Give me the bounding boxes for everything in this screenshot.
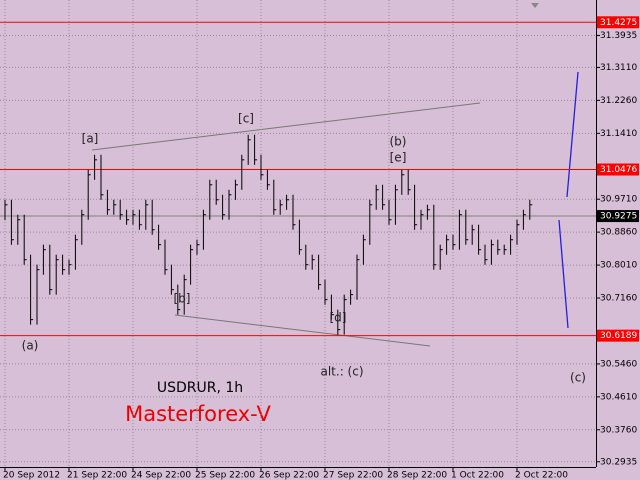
- level-line-label: 31.0476: [600, 165, 637, 175]
- x-tick-label: 25 Sep 22:00: [195, 471, 255, 480]
- y-tick-label: 30.2935: [600, 457, 637, 467]
- y-tick-label: 30.3760: [600, 425, 637, 435]
- trend-line: [91, 102, 481, 151]
- y-tick-label: 30.9710: [600, 195, 637, 205]
- brand: Masterforex-V: [125, 402, 271, 426]
- y-tick-label: 30.7160: [600, 294, 637, 304]
- wave-label: (a): [22, 339, 39, 353]
- y-tick-label: 30.4610: [600, 392, 637, 402]
- level-line-label: 31.4275: [600, 18, 637, 28]
- x-tick-label: 27 Sep 22:00: [323, 471, 383, 480]
- level-line-tag: [597, 163, 639, 176]
- symbol-label: USDRUR, 1h: [157, 380, 243, 396]
- x-tick-label: 1 Oct 22:00: [451, 471, 504, 480]
- wave-label: (c): [570, 371, 586, 385]
- y-tick-label: 30.8860: [600, 228, 637, 238]
- x-tick-label: 21 Sep 22:00: [67, 471, 127, 480]
- y-tick-label: 31.1410: [600, 129, 637, 139]
- trend-line: [174, 314, 431, 347]
- scroll-marker: [531, 3, 539, 8]
- level-line-tag: [597, 329, 639, 342]
- x-tick-label: 2 Oct 22:00: [515, 471, 568, 480]
- wave-label: alt.: (c): [320, 365, 363, 379]
- price-line-tag: [597, 210, 639, 223]
- y-tick-label: 31.3110: [600, 63, 637, 73]
- x-tick-label: 26 Sep 22:00: [259, 471, 319, 480]
- wave-projection: [566, 71, 579, 198]
- y-tick-label: 30.8010: [600, 261, 637, 271]
- wave-projection: [558, 219, 569, 329]
- y-tick-label: 30.5460: [600, 359, 637, 369]
- y-tick-label: 31.2260: [600, 96, 637, 106]
- y-tick-label: 31.3935: [600, 31, 637, 41]
- x-tick-label: 24 Sep 22:00: [131, 471, 191, 480]
- wave-label: [a]: [82, 132, 99, 146]
- wave-label: [d]: [330, 311, 347, 325]
- level-line-tag: [597, 16, 639, 29]
- wave-label: (b): [390, 135, 407, 149]
- wave-label: [c]: [238, 112, 254, 126]
- x-tick-label: 20 Sep 2012: [3, 471, 60, 480]
- x-tick-label: 28 Sep 22:00: [387, 471, 447, 480]
- level-line-label: 30.6189: [600, 331, 637, 341]
- wave-label: [b]: [174, 292, 191, 306]
- price-line-label: 30.9275: [600, 212, 637, 222]
- wave-label: [e]: [390, 151, 407, 165]
